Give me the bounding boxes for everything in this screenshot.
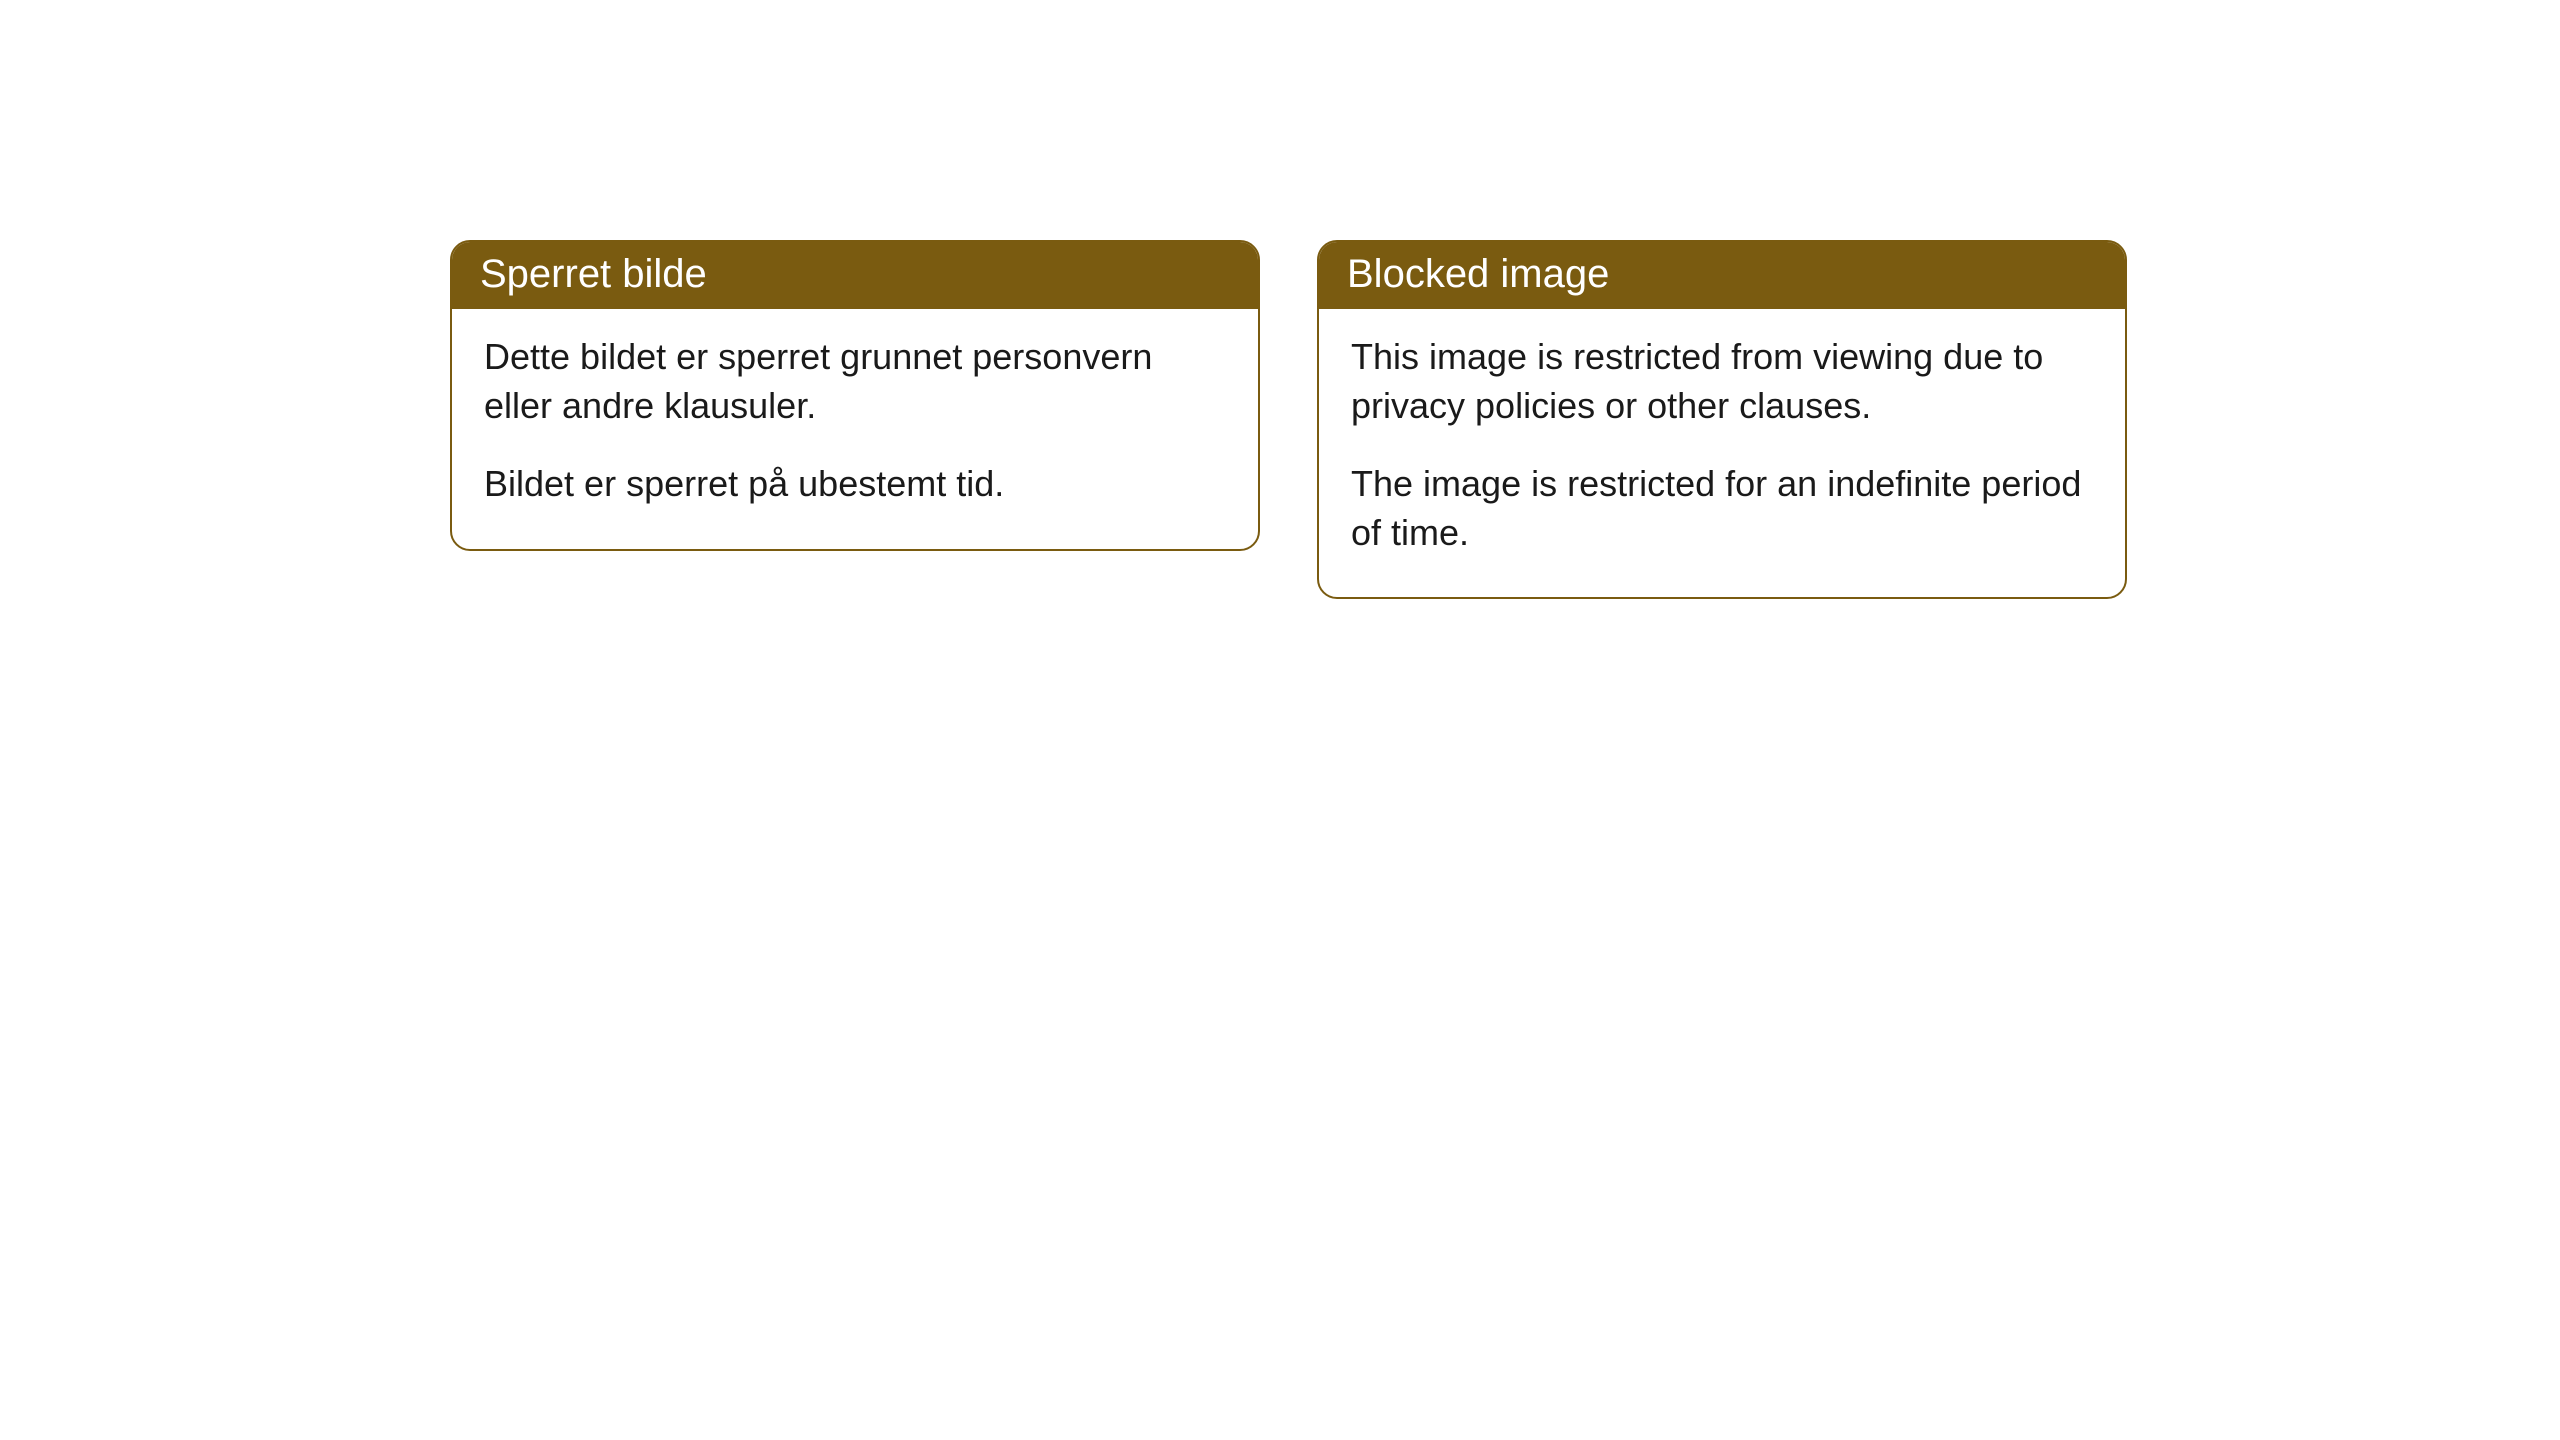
card-paragraph: The image is restricted for an indefinit… xyxy=(1351,460,2093,557)
card-paragraph: Dette bildet er sperret grunnet personve… xyxy=(484,333,1226,430)
card-title: Blocked image xyxy=(1347,252,1609,296)
card-header: Blocked image xyxy=(1319,242,2125,309)
card-body: This image is restricted from viewing du… xyxy=(1319,309,2125,597)
card-body: Dette bildet er sperret grunnet personve… xyxy=(452,309,1258,549)
blocked-image-card-no: Sperret bilde Dette bildet er sperret gr… xyxy=(450,240,1260,551)
card-title: Sperret bilde xyxy=(480,252,707,296)
card-paragraph: Bildet er sperret på ubestemt tid. xyxy=(484,460,1226,509)
card-header: Sperret bilde xyxy=(452,242,1258,309)
card-paragraph: This image is restricted from viewing du… xyxy=(1351,333,2093,430)
blocked-image-card-en: Blocked image This image is restricted f… xyxy=(1317,240,2127,599)
